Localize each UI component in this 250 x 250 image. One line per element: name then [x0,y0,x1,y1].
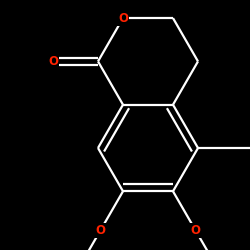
Text: O: O [96,224,106,237]
Text: O: O [190,224,200,237]
Text: O: O [48,55,58,68]
Text: O: O [118,12,128,24]
